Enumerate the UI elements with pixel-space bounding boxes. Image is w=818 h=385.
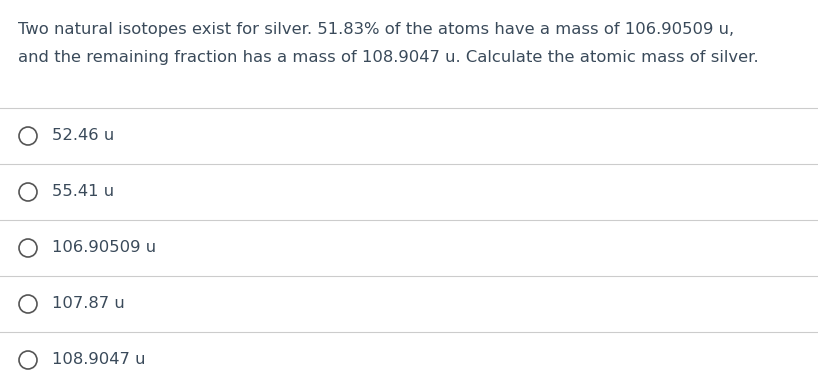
Text: 106.90509 u: 106.90509 u bbox=[52, 241, 156, 256]
Text: and the remaining fraction has a mass of 108.9047 u. Calculate the atomic mass o: and the remaining fraction has a mass of… bbox=[18, 50, 758, 65]
Text: 55.41 u: 55.41 u bbox=[52, 184, 115, 199]
Text: 107.87 u: 107.87 u bbox=[52, 296, 125, 311]
Text: Two natural isotopes exist for silver. 51.83% of the atoms have a mass of 106.90: Two natural isotopes exist for silver. 5… bbox=[18, 22, 734, 37]
Text: 108.9047 u: 108.9047 u bbox=[52, 353, 146, 368]
Text: 52.46 u: 52.46 u bbox=[52, 129, 115, 144]
